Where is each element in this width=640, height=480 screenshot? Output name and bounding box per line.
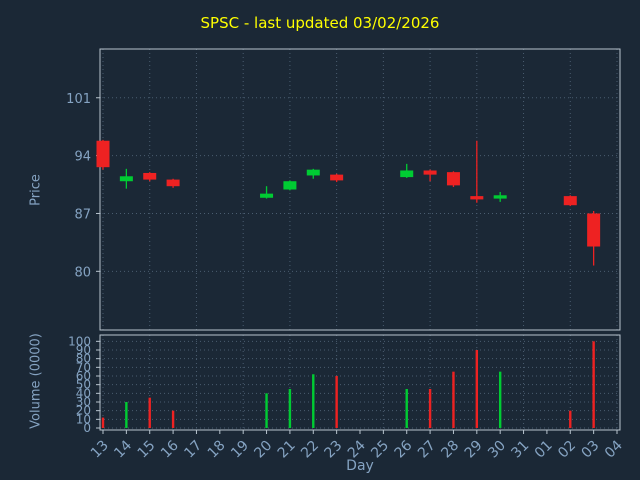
candle-body [96, 140, 110, 168]
x-tick-label: 31 [508, 438, 532, 462]
volume-bar [148, 397, 151, 428]
x-tick-label: 20 [251, 438, 275, 462]
volume-bar [335, 376, 338, 428]
volume-bar [125, 402, 128, 428]
x-tick-label: 14 [111, 437, 135, 461]
candle-body [143, 172, 157, 180]
candle-body [119, 176, 133, 182]
volume-tick-label: 10 [76, 412, 91, 426]
volume-tick-label: 80 [76, 352, 91, 366]
candle-body [493, 195, 507, 199]
x-tick-label: 03 [579, 438, 603, 462]
candle-body [260, 193, 274, 198]
volume-bar [405, 389, 408, 428]
volume-tick-label: 30 [76, 395, 91, 409]
candle-body [563, 196, 577, 206]
volume-tick-label: 100 [68, 334, 91, 348]
volume-tick-label: 50 [76, 378, 91, 392]
volume-tick-label: 0 [83, 421, 91, 435]
x-tick-label: 17 [181, 438, 205, 462]
x-tick-label: 15 [135, 438, 159, 462]
x-tick-label: 24 [345, 437, 369, 461]
price-tick-label: 87 [74, 207, 91, 222]
x-tick-label: 22 [298, 438, 322, 462]
x-tick-label: 02 [555, 438, 579, 462]
candle-body [446, 172, 460, 186]
x-tick-label: 13 [88, 438, 112, 462]
volume-bar [288, 389, 292, 428]
volume-panel-border [99, 334, 621, 431]
price-tick-label: 80 [74, 265, 91, 280]
volume-tick-label: 20 [76, 404, 91, 418]
candle-body [166, 179, 180, 187]
candle-body [330, 174, 344, 181]
candle-body [306, 169, 320, 176]
volume-tick-label: 70 [76, 360, 91, 374]
x-tick-label: 23 [322, 438, 346, 462]
chart-title: SPSC - last updated 03/02/2026 [200, 14, 440, 32]
volume-bar [428, 389, 432, 428]
price-tick-label: 94 [74, 150, 91, 165]
volume-bar [265, 393, 268, 428]
candle-body [423, 170, 437, 175]
volume-tick-label: 60 [76, 369, 91, 383]
volume-bar [592, 341, 595, 428]
volume-bar [171, 410, 175, 428]
candle-body [283, 181, 297, 190]
x-tick-label: 21 [275, 438, 299, 462]
x-tick-label: 25 [368, 438, 392, 462]
volume-bar [475, 350, 479, 428]
volume-bar [498, 371, 502, 428]
x-tick-label: 27 [415, 438, 439, 462]
volume-bar [452, 371, 455, 428]
x-tick-label: 04 [602, 437, 626, 461]
volume-bar [312, 374, 315, 428]
candle-body [400, 170, 414, 178]
candle-body [470, 196, 484, 200]
x-tick-label: 18 [205, 438, 229, 462]
x-tick-label: 30 [485, 438, 509, 462]
volume-tick-label: 40 [76, 386, 91, 400]
x-axis-label: Day [346, 458, 374, 474]
x-tick-label: 29 [462, 438, 486, 462]
x-tick-label: 01 [532, 438, 556, 462]
x-tick-label: 19 [228, 438, 252, 462]
candle-body [587, 213, 601, 247]
x-tick-label: 26 [392, 437, 416, 461]
x-tick-label: 28 [438, 438, 462, 462]
volume-tick-label: 90 [76, 343, 91, 357]
x-tick-label: 16 [158, 437, 182, 461]
volume-bar [569, 410, 572, 428]
price-tick-label: 101 [66, 92, 91, 107]
volume-bar [101, 417, 105, 428]
price-panel-border [99, 48, 621, 331]
